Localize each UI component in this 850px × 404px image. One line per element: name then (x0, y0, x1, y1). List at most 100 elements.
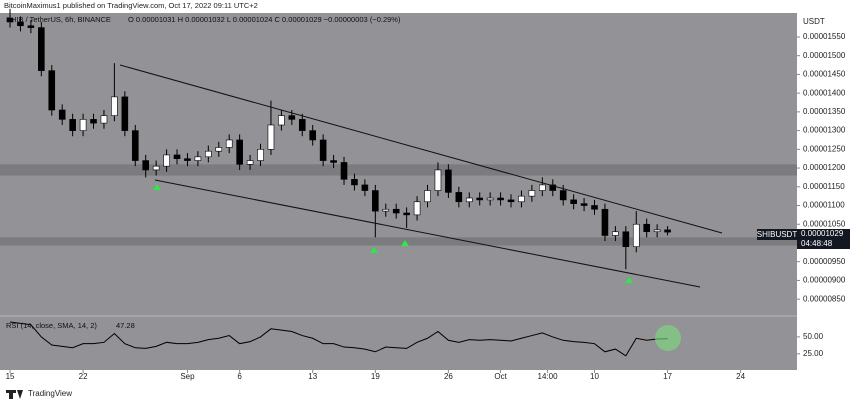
candle-body (319, 139, 327, 161)
candle-body (445, 169, 452, 193)
candle-body (48, 70, 56, 111)
logo (6, 390, 23, 399)
x-tick-label: 19 (371, 372, 380, 381)
y-tick-label: 0.00001450 (803, 70, 846, 79)
y-tick-label: 0.00001500 (803, 51, 846, 60)
candle-body (173, 154, 181, 159)
candle-body (215, 147, 223, 152)
candle-body (643, 223, 651, 233)
x-tick-label: Oct (494, 372, 507, 381)
x-tick-label: 26 (444, 372, 453, 381)
y-tick-label: 0.00000850 (803, 294, 846, 303)
candle-body (539, 184, 546, 191)
highlight (655, 325, 681, 351)
trend-line (119, 64, 723, 234)
candle-body (507, 199, 515, 203)
candle-body (361, 184, 369, 191)
rsi-value: 47.28 (116, 321, 135, 330)
candle-body (549, 184, 557, 191)
candle-body (152, 165, 160, 171)
footer: TradingView (28, 389, 72, 398)
axis-unit: USDT (803, 17, 825, 26)
candle-body (194, 156, 202, 161)
y-tick-label: 50.00 (803, 332, 824, 341)
rsi-line (9, 321, 668, 357)
candle-body (131, 130, 139, 161)
candle-body (267, 124, 275, 150)
candle-body (288, 115, 296, 120)
candle-body (340, 162, 348, 180)
price-tag-text: 0.00001029 (801, 229, 844, 238)
candle-body (580, 203, 588, 206)
candle-body (100, 115, 108, 124)
symbol-tag (757, 229, 797, 240)
candle-body (403, 212, 410, 216)
candle-body (351, 178, 358, 186)
candle-body (622, 231, 630, 248)
y-tick-label: 0.00001150 (803, 182, 845, 191)
candle-body (455, 192, 463, 203)
candle-body (486, 197, 494, 201)
x-tick-label: 6 (237, 372, 242, 381)
candle-body (330, 160, 337, 163)
candle-body (58, 109, 66, 120)
candle-body (6, 17, 14, 23)
candle-body (653, 229, 661, 233)
countdown: 04:48:48 (801, 239, 833, 248)
zone (0, 164, 797, 176)
y-tick-label: 0.00001550 (803, 32, 846, 41)
y-tick-label: 25.00 (803, 349, 824, 358)
candle-body (163, 154, 170, 167)
price-tag (797, 229, 850, 249)
candle-body (392, 208, 400, 214)
symbol-tag-text: SHIBUSDT (757, 230, 798, 239)
candle-body (298, 119, 306, 131)
y-tick-label: 0.00001350 (803, 107, 846, 116)
x-tick-label: 14:00 (538, 372, 559, 381)
candle-body (591, 205, 598, 210)
x-tick-label: Sep (180, 372, 195, 381)
y-tick-label: 0.00001050 (803, 219, 846, 228)
x-tick-label: 24 (736, 372, 745, 381)
y-tick-label: 0.00001250 (803, 144, 846, 153)
y-tick-label: 0.00001300 (803, 126, 846, 135)
zone (0, 237, 797, 246)
candle-body (111, 96, 118, 116)
x-tick-label: 17 (663, 372, 672, 381)
candle-body (121, 96, 129, 131)
y-tick-label: 0.00000950 (803, 257, 846, 266)
candle-body (570, 199, 577, 204)
symbol-title: SHIB / TetherUS, 6h, BINANCE (6, 15, 111, 24)
y-tick-label: 0.00001400 (803, 88, 846, 97)
candle-body (559, 190, 567, 201)
candle-body (257, 149, 264, 161)
candle-body (413, 201, 421, 216)
x-tick-label: 10 (590, 372, 599, 381)
y-tick-label: 0.00000900 (803, 276, 846, 285)
candle-body (528, 190, 536, 197)
candle-body (632, 223, 640, 248)
header: BitcoinMaximus1 published on TradingView… (4, 1, 258, 10)
candle-body (205, 150, 212, 158)
candle-body (497, 197, 504, 201)
candle-body (434, 169, 442, 191)
rsi-title: RSI (14, close, SMA, 14, 2) (6, 321, 97, 330)
candle-body (601, 208, 609, 236)
price-axis-bg (797, 13, 850, 370)
candle-body (142, 160, 150, 171)
candle-body (309, 130, 317, 141)
candle-body (465, 197, 473, 203)
candle-body (38, 27, 45, 71)
candle-body (424, 190, 431, 203)
candle-body (27, 25, 35, 28)
candle-body (664, 229, 671, 233)
y-tick-label: 0.00001200 (803, 163, 846, 172)
candle-body (372, 190, 379, 212)
candle-body (225, 139, 233, 148)
candle-body (17, 21, 24, 27)
x-tick-label: 13 (308, 372, 317, 381)
ohlc: O 0.00001031 H 0.00001032 L 0.00001024 C… (128, 15, 401, 24)
candle-body (79, 119, 87, 131)
x-tick-label: 15 (6, 372, 15, 381)
